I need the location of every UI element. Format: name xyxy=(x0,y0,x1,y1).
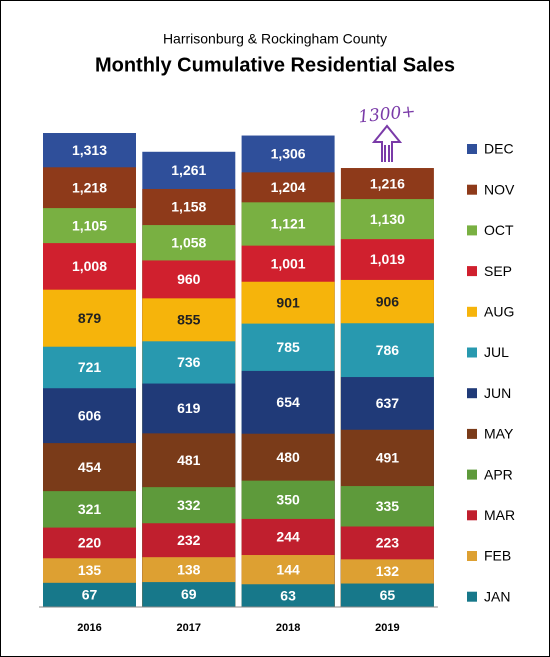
value-label: 1,204 xyxy=(271,179,306,195)
value-label: 637 xyxy=(376,395,400,411)
value-label: 1,105 xyxy=(72,217,107,233)
legend-label: NOV xyxy=(484,181,515,197)
value-label: 138 xyxy=(177,561,201,577)
legend-swatch xyxy=(467,591,477,602)
chart-subtitle: Harrisonburg & Rockingham County xyxy=(163,31,387,47)
legend-swatch xyxy=(467,306,477,317)
legend-label: FEB xyxy=(484,548,511,564)
value-label: 63 xyxy=(280,587,296,603)
value-label: 67 xyxy=(82,587,98,603)
value-label: 1,008 xyxy=(72,258,107,274)
legend-swatch xyxy=(467,184,477,195)
legend-label: MAR xyxy=(484,507,515,523)
value-label: 480 xyxy=(276,449,300,465)
legend-label: DEC xyxy=(484,141,514,157)
value-label: 132 xyxy=(376,563,400,579)
value-label: 736 xyxy=(177,354,201,370)
value-label: 1,130 xyxy=(370,211,405,227)
x-tick-label: 2017 xyxy=(177,622,201,634)
value-label: 223 xyxy=(376,535,400,551)
legend-label: SEP xyxy=(484,263,512,279)
legend-swatch xyxy=(467,551,477,561)
legend-label: MAY xyxy=(484,426,514,442)
legend-label: AUG xyxy=(484,304,514,320)
value-label: 606 xyxy=(78,407,102,423)
value-label: 481 xyxy=(177,452,201,468)
legend-label: APR xyxy=(484,466,513,482)
x-tick-label: 2016 xyxy=(77,622,101,634)
value-label: 721 xyxy=(78,359,102,375)
value-label: 350 xyxy=(276,491,300,507)
legend-swatch xyxy=(467,225,477,236)
x-tick-label: 2019 xyxy=(375,622,399,634)
value-label: 491 xyxy=(376,450,400,466)
value-label: 335 xyxy=(376,498,400,514)
value-label: 1,019 xyxy=(370,251,405,267)
value-label: 454 xyxy=(78,459,102,475)
value-label: 619 xyxy=(177,400,201,416)
x-tick-label: 2018 xyxy=(276,622,300,634)
value-label: 901 xyxy=(276,294,300,310)
value-label: 855 xyxy=(177,312,201,328)
value-label: 244 xyxy=(276,529,300,545)
value-label: 220 xyxy=(78,535,102,551)
value-label: 1,261 xyxy=(171,162,206,178)
value-label: 1,058 xyxy=(171,234,206,250)
chart-title: Monthly Cumulative Residential Sales xyxy=(95,54,455,76)
value-label: 879 xyxy=(78,310,102,326)
value-label: 906 xyxy=(376,293,400,309)
value-label: 1,158 xyxy=(171,199,206,215)
legend-label: JUL xyxy=(484,344,509,360)
value-label: 1,313 xyxy=(72,142,107,158)
value-label: 1,121 xyxy=(271,216,306,232)
value-label: 786 xyxy=(376,342,400,358)
bar xyxy=(340,583,434,607)
value-label: 1,218 xyxy=(72,179,107,195)
legend-swatch xyxy=(467,510,477,521)
value-label: 144 xyxy=(276,561,300,577)
value-label: 1,216 xyxy=(370,175,405,191)
legend-swatch xyxy=(467,469,477,480)
value-label: 332 xyxy=(177,497,201,513)
value-label: 1,306 xyxy=(271,146,306,162)
value-label: 65 xyxy=(380,587,396,603)
legend-swatch xyxy=(467,144,477,154)
annotation-arrow xyxy=(371,124,403,162)
value-label: 232 xyxy=(177,532,201,548)
bar xyxy=(241,584,335,607)
value-label: 1,001 xyxy=(271,255,306,271)
value-label: 135 xyxy=(78,562,102,578)
value-label: 654 xyxy=(276,394,300,410)
legend-swatch xyxy=(467,266,477,277)
value-label: 321 xyxy=(78,501,102,517)
legend-label: JAN xyxy=(484,588,510,604)
legend-label: OCT xyxy=(484,222,514,238)
bar xyxy=(142,582,236,607)
value-label: 785 xyxy=(276,339,300,355)
value-label: 960 xyxy=(177,271,201,287)
value-label: 69 xyxy=(181,586,197,602)
legend-swatch xyxy=(467,428,477,439)
legend-swatch xyxy=(467,347,477,358)
legend-swatch xyxy=(467,388,477,399)
legend-label: JUN xyxy=(484,385,511,401)
bar xyxy=(43,582,136,607)
